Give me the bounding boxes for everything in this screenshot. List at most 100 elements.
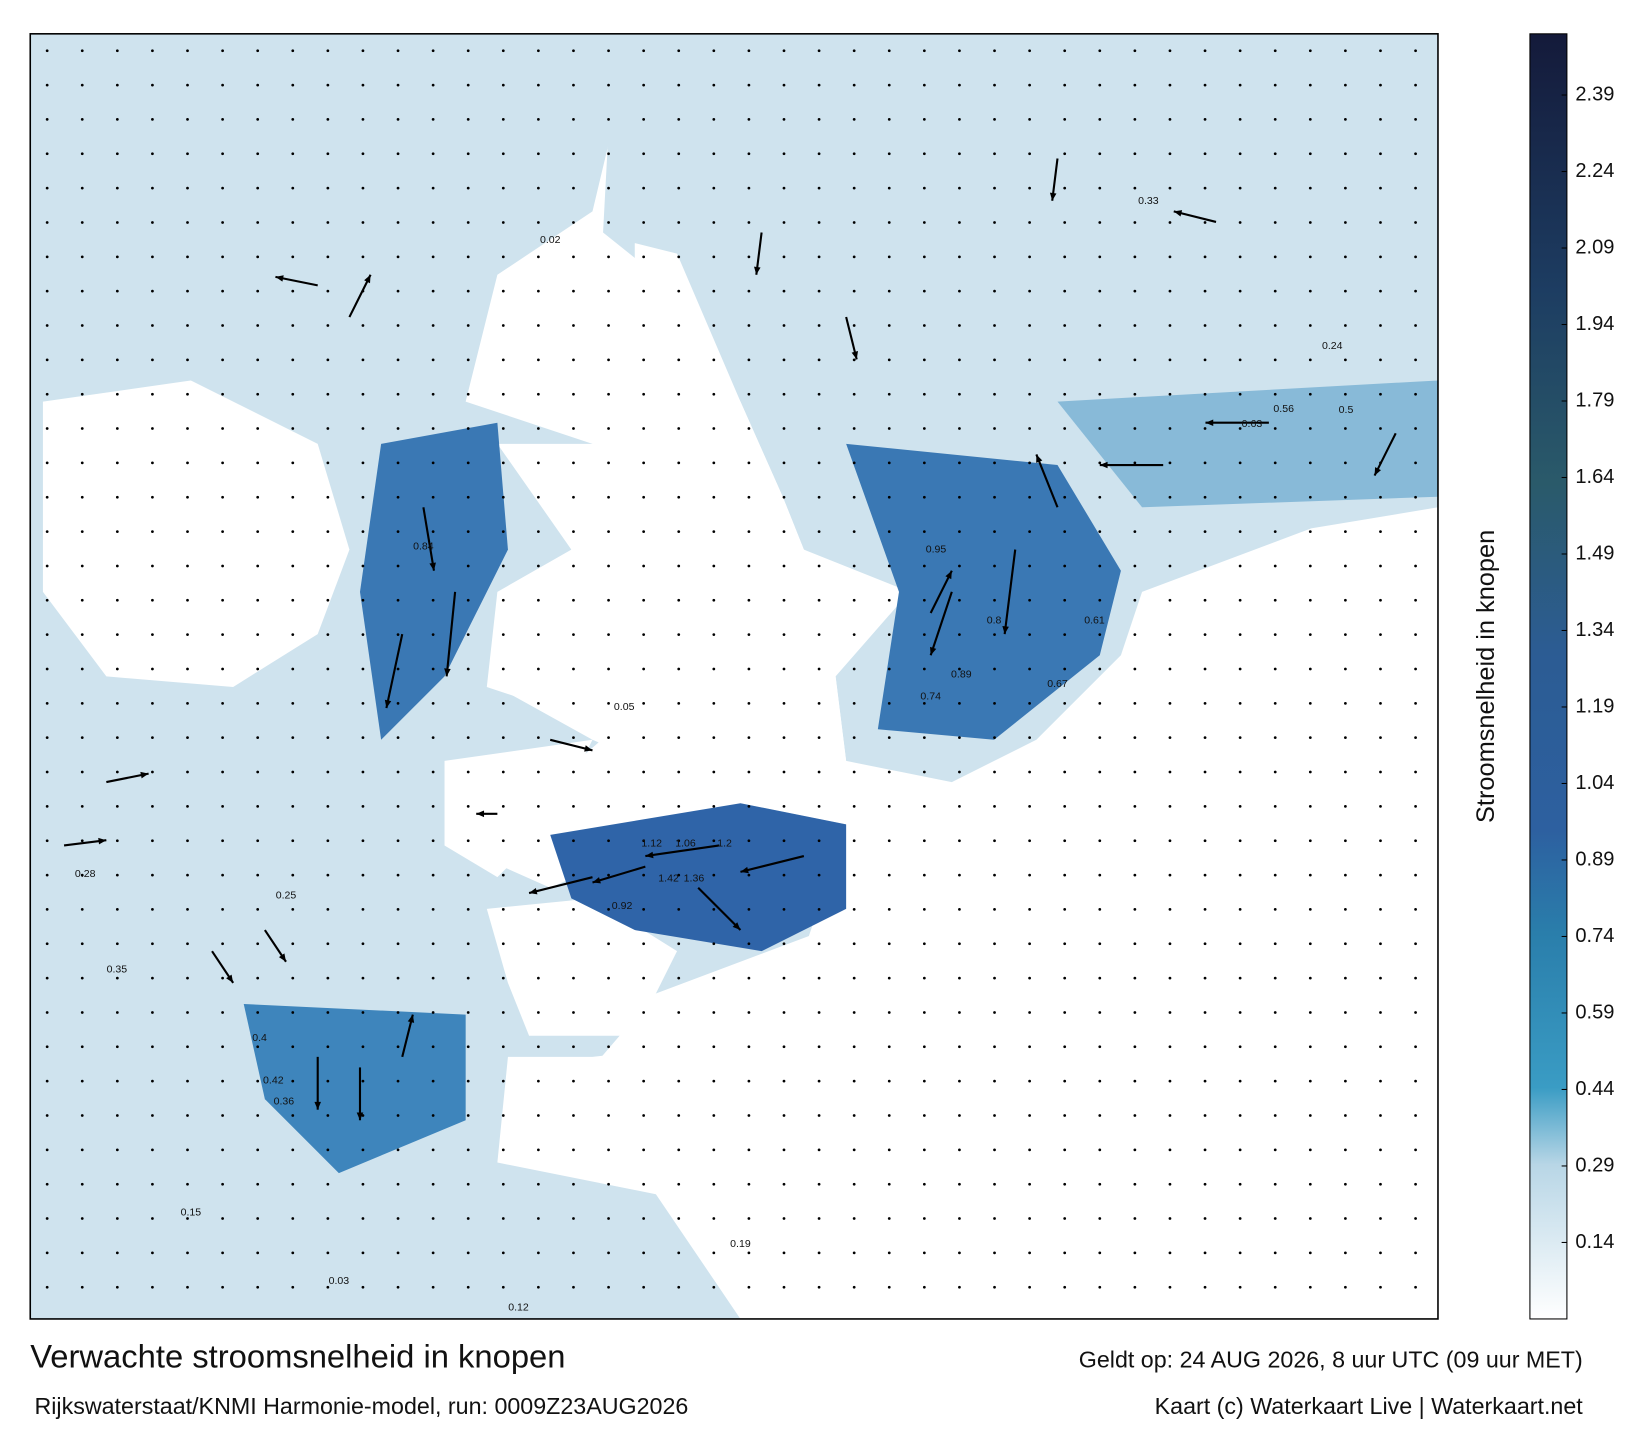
grid-dot: [326, 495, 330, 499]
grid-dot: [572, 186, 575, 190]
grid-dot: [466, 1217, 470, 1220]
grid-dot: [537, 1251, 540, 1255]
grid-dot: [1379, 495, 1382, 499]
grid-dot: [537, 1217, 540, 1220]
grid-dot: [607, 221, 610, 224]
grid-dot: [782, 1285, 786, 1289]
grid-dot: [1379, 49, 1382, 53]
grid-dot: [291, 667, 295, 671]
grid-dot: [1379, 598, 1382, 602]
arrow-head: [364, 274, 371, 284]
grid-dot: [712, 564, 716, 568]
title: Verwachte stroomsnelheid in knopen: [30, 1338, 565, 1375]
arrow: [1049, 158, 1059, 201]
grid-dot: [1168, 358, 1172, 362]
grid-dot: [1168, 118, 1172, 121]
grid-dot: [958, 976, 961, 980]
grid-dot: [572, 255, 575, 259]
grid-dot: [677, 1285, 681, 1289]
grid-dot: [1273, 49, 1277, 53]
grid-dot: [326, 1045, 330, 1049]
grid-dot: [1238, 598, 1242, 602]
grid-dot: [887, 633, 891, 637]
grid-dot: [1344, 324, 1347, 327]
grid-dot: [326, 1285, 330, 1289]
grid-dot: [712, 1217, 716, 1220]
grid-dot: [1203, 667, 1207, 671]
grid-dot: [1133, 667, 1137, 671]
grid-dot: [1098, 186, 1102, 190]
grid-dot: [326, 1079, 330, 1083]
grid-dot: [1098, 770, 1102, 774]
arrow-head: [1002, 625, 1009, 635]
grid-dot: [712, 701, 716, 705]
grid-dot: [1028, 495, 1031, 499]
grid-dot: [572, 736, 575, 740]
grid-dot: [712, 770, 716, 774]
grid-dot: [537, 770, 540, 774]
grid-dot: [572, 667, 575, 671]
grid-dot: [817, 1011, 821, 1014]
grid-dot: [151, 495, 154, 499]
grid-dot: [782, 667, 786, 671]
grid-dot: [45, 289, 49, 293]
grid-dot: [501, 1079, 505, 1083]
grid-dot: [221, 1182, 224, 1186]
grid-dot: [817, 1285, 821, 1289]
grid-dot: [537, 324, 540, 327]
grid-dot: [747, 358, 751, 362]
grid-dot: [361, 633, 365, 637]
grid-dot: [361, 770, 365, 774]
grid-dot: [572, 495, 575, 499]
grid-dot: [852, 427, 856, 430]
grid-dot: [431, 1217, 435, 1220]
grid-dot: [80, 152, 84, 156]
grid-dot: [186, 461, 189, 465]
grid-dot: [1308, 1011, 1312, 1014]
grid-dot: [256, 152, 260, 156]
grid-dot: [151, 1217, 154, 1220]
grid-dot: [396, 1114, 400, 1117]
grid-dot: [186, 324, 189, 327]
grid-dot: [607, 1148, 610, 1152]
grid-dot: [922, 598, 926, 602]
grid-dot: [45, 942, 49, 946]
grid-dot: [958, 1251, 961, 1255]
grid-dot: [537, 1011, 540, 1014]
grid-dot: [817, 976, 821, 980]
grid-dot: [887, 1011, 891, 1014]
grid-dot: [747, 530, 751, 533]
grid-dot: [747, 289, 751, 293]
grid-dot: [466, 461, 470, 465]
grid-dot: [1028, 770, 1031, 774]
grid-dot: [922, 805, 926, 808]
grid-dot: [1273, 1011, 1277, 1014]
grid-dot: [922, 118, 926, 121]
grid-dot: [712, 1114, 716, 1117]
grid-dot: [958, 186, 961, 190]
grid-dot: [396, 1251, 400, 1255]
grid-dot: [1273, 633, 1277, 637]
grid-dot: [852, 1182, 856, 1186]
grid-dot: [1203, 255, 1207, 259]
grid-dot: [958, 1011, 961, 1014]
grid-dot: [501, 1114, 505, 1117]
grid-dot: [431, 908, 435, 911]
grid-dot: [747, 805, 751, 808]
grid-dot: [431, 152, 435, 156]
grid-dot: [1028, 667, 1031, 671]
colorbar-tick-label: 0.74: [1575, 925, 1614, 947]
grid-dot: [782, 633, 786, 637]
grid-dot: [501, 598, 505, 602]
grid-dot: [817, 530, 821, 533]
grid-dot: [431, 324, 435, 327]
grid-dot: [1308, 598, 1312, 602]
grid-dot: [396, 358, 400, 362]
grid-dot: [1273, 598, 1277, 602]
grid-dot: [1203, 221, 1207, 224]
grid-dot: [396, 221, 400, 224]
grid-dot: [221, 461, 224, 465]
grid-dot: [993, 1114, 996, 1117]
grid-dot: [361, 667, 365, 671]
grid-dot: [817, 736, 821, 740]
